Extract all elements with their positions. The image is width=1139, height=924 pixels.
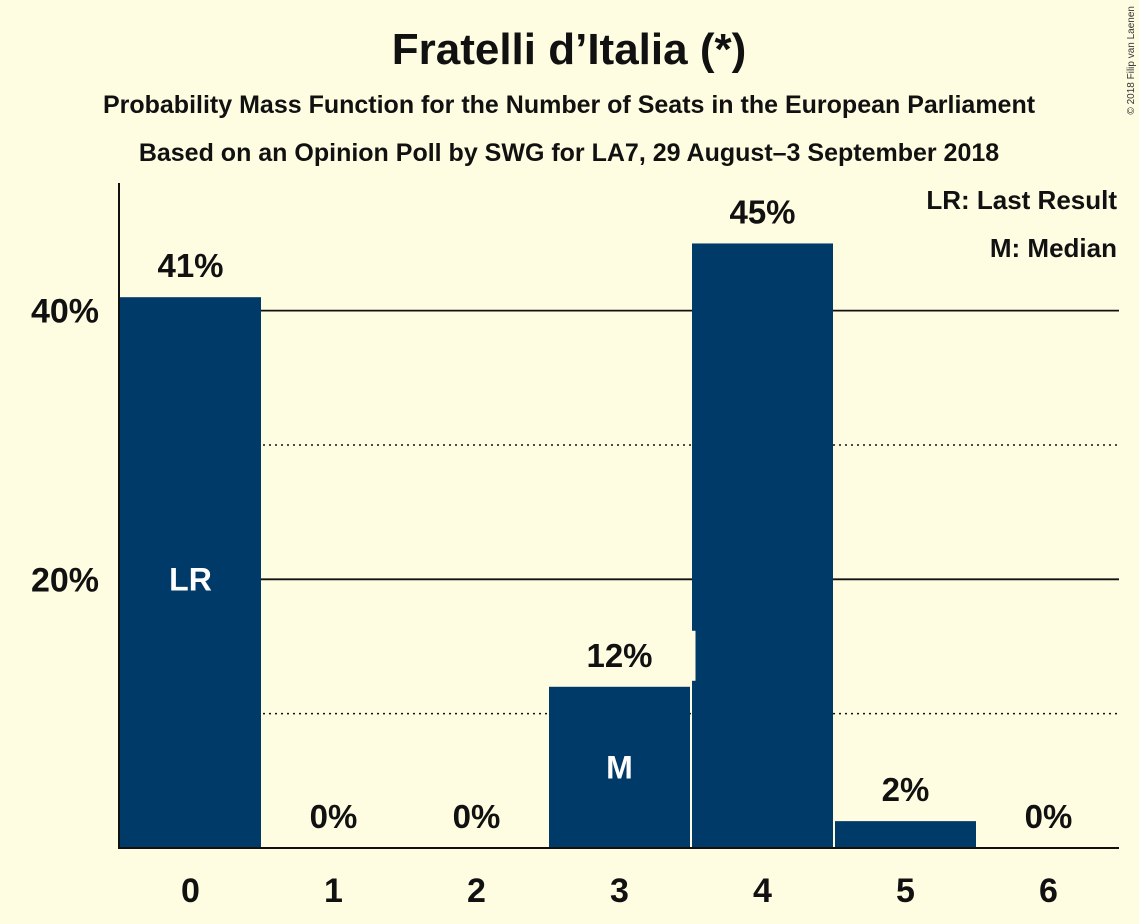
bar [692,243,833,849]
x-tick-label: 3 [610,872,629,910]
bar-value-label: 12% [586,637,652,674]
bar-value-label: 0% [453,798,501,835]
y-tick-label: 20% [31,561,99,599]
bar-label-backdrop [845,771,966,816]
bar [120,297,261,849]
bar-label-backdrop [416,798,537,842]
axes [118,183,1119,849]
bar-label-backdrop [543,630,696,681]
chart-subtitle-poll: Based on an Opinion Poll by SWG for LA7,… [139,139,999,167]
x-tick-label: 0 [181,872,200,910]
bar-marker-label: LR [169,561,212,597]
bars [114,187,1109,849]
bar-value-label: 0% [310,798,358,835]
legend-entry-median: M: Median [990,233,1117,263]
bar-label-backdrop [686,187,839,238]
chart-subtitle: Probability Mass Function for the Number… [103,91,1036,119]
bar-value-label: 41% [157,247,223,284]
bar-value-label: 45% [729,193,795,230]
bar-label-backdrop [988,798,1109,842]
legend-entry-last-result: LR: Last Result [926,185,1117,215]
x-tick-label: 4 [753,872,772,910]
bar-value-label: 2% [882,771,930,808]
bar-label-backdrop [114,241,267,292]
bar-value-label: 0% [1025,798,1073,835]
copyright-notice: © 2018 Filip van Laenen [1126,6,1137,115]
x-tick-label: 6 [1039,872,1058,910]
bar [835,821,976,848]
x-tick-label: 1 [324,872,343,910]
labels: 20% 40% 0 1 2 3 4 5 6 41% 0% 0% 12% 45% 2% 0% LR M [31,193,1072,910]
bar-label-backdrop [273,798,394,842]
bar [549,686,690,848]
y-tick-label: 40% [31,293,99,331]
x-tick-label: 5 [896,872,915,910]
bar-marker-label: M [606,749,633,785]
chart-title: Fratelli d’Italia (*) [392,25,747,74]
x-tick-label: 2 [467,872,486,910]
